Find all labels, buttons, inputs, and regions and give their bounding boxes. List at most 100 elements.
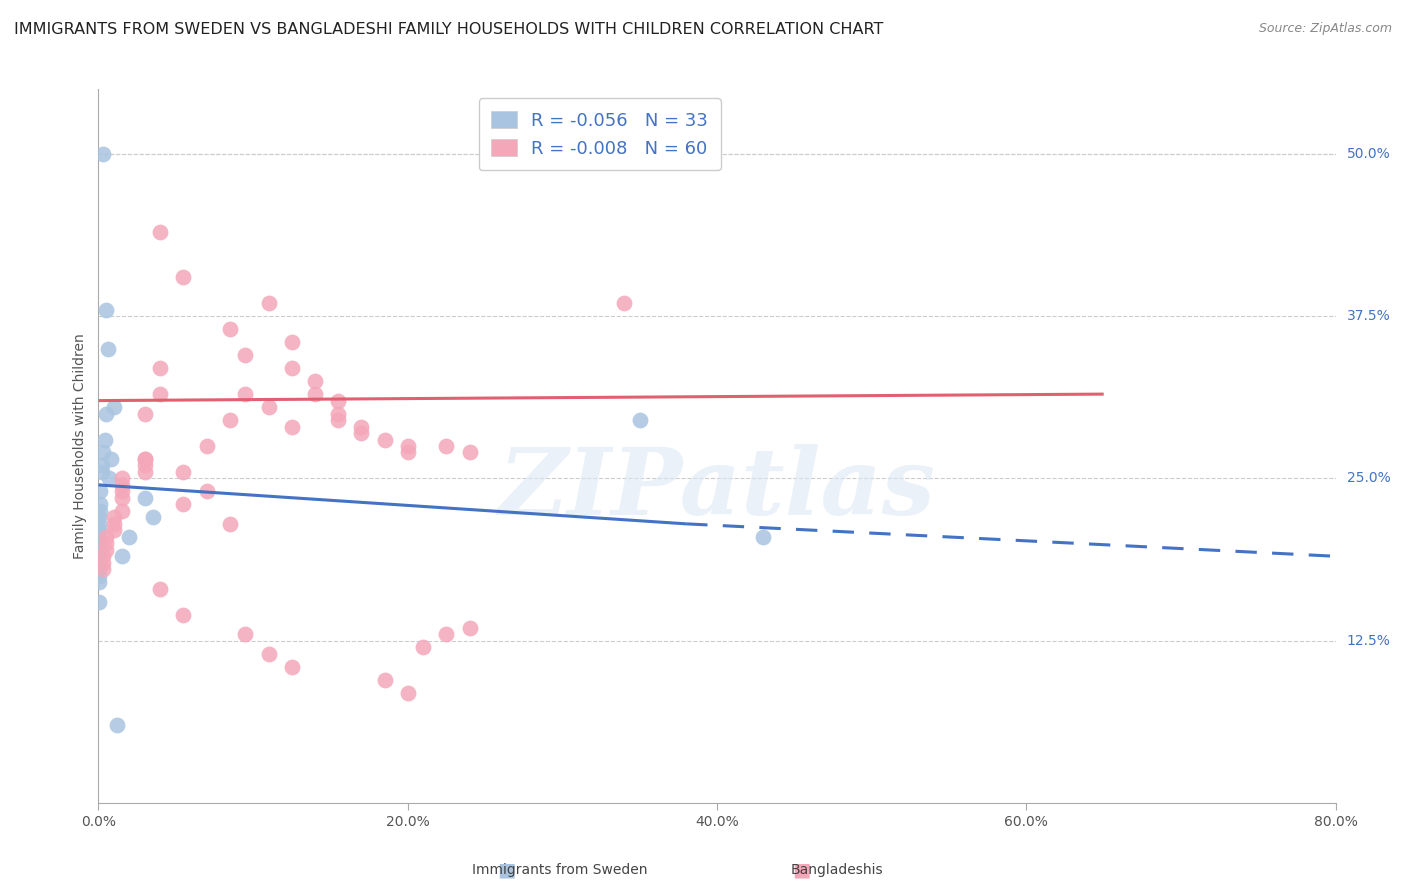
Text: ■: ■ bbox=[496, 860, 516, 880]
Point bbox=[219, 322, 242, 336]
Point bbox=[219, 413, 242, 427]
Point bbox=[350, 419, 373, 434]
Point bbox=[134, 452, 156, 467]
Point bbox=[458, 621, 481, 635]
Point bbox=[195, 439, 218, 453]
Point bbox=[111, 484, 132, 499]
Point bbox=[436, 627, 458, 641]
Point bbox=[111, 549, 132, 564]
Point bbox=[149, 582, 172, 596]
Point bbox=[235, 348, 257, 362]
Point bbox=[89, 504, 111, 518]
Point bbox=[326, 413, 350, 427]
Point bbox=[172, 607, 194, 622]
Point bbox=[396, 439, 419, 453]
Text: Immigrants from Sweden: Immigrants from Sweden bbox=[472, 863, 647, 877]
Point bbox=[111, 504, 132, 518]
Point bbox=[134, 465, 156, 479]
Point bbox=[613, 296, 636, 310]
Point bbox=[91, 549, 114, 564]
Point bbox=[89, 568, 111, 582]
Point bbox=[396, 445, 419, 459]
Point bbox=[89, 516, 111, 531]
Point bbox=[91, 562, 114, 576]
Point bbox=[149, 361, 172, 376]
Point bbox=[281, 659, 304, 673]
Point bbox=[89, 549, 111, 564]
Point bbox=[374, 673, 396, 687]
Point bbox=[134, 452, 156, 467]
Point bbox=[96, 530, 118, 544]
Point bbox=[89, 536, 111, 550]
Point bbox=[134, 458, 156, 473]
Point bbox=[195, 484, 218, 499]
Point bbox=[436, 439, 458, 453]
Point bbox=[118, 530, 141, 544]
Point bbox=[93, 433, 115, 447]
Point bbox=[219, 516, 242, 531]
Point bbox=[89, 542, 111, 557]
Point bbox=[304, 374, 326, 388]
Text: ■: ■ bbox=[792, 860, 811, 880]
Point bbox=[111, 491, 132, 505]
Point bbox=[89, 484, 111, 499]
Point bbox=[100, 452, 122, 467]
Point bbox=[374, 433, 396, 447]
Point bbox=[97, 342, 120, 356]
Point bbox=[89, 497, 111, 511]
Point bbox=[326, 407, 350, 421]
Point bbox=[103, 400, 125, 414]
Point bbox=[96, 542, 118, 557]
Point bbox=[103, 524, 125, 538]
Point bbox=[89, 595, 111, 609]
Point bbox=[752, 530, 775, 544]
Point bbox=[134, 407, 156, 421]
Point bbox=[304, 387, 326, 401]
Point bbox=[91, 556, 114, 570]
Point bbox=[111, 478, 132, 492]
Text: 37.5%: 37.5% bbox=[1347, 310, 1391, 323]
Point bbox=[89, 556, 111, 570]
Point bbox=[103, 510, 125, 524]
Point bbox=[111, 471, 132, 485]
Text: ZIPatlas: ZIPatlas bbox=[499, 444, 935, 533]
Point bbox=[257, 400, 280, 414]
Point bbox=[458, 445, 481, 459]
Point bbox=[134, 491, 156, 505]
Text: Bangladeshis: Bangladeshis bbox=[790, 863, 883, 877]
Point bbox=[89, 530, 111, 544]
Point bbox=[103, 516, 125, 531]
Point bbox=[105, 718, 128, 732]
Point bbox=[281, 335, 304, 350]
Point bbox=[89, 562, 111, 576]
Point bbox=[281, 361, 304, 376]
Point bbox=[89, 510, 111, 524]
Legend: R = -0.056   N = 33, R = -0.008   N = 60: R = -0.056 N = 33, R = -0.008 N = 60 bbox=[478, 98, 720, 170]
Point bbox=[90, 465, 112, 479]
Point bbox=[628, 413, 651, 427]
Text: 12.5%: 12.5% bbox=[1347, 633, 1391, 648]
Point bbox=[235, 627, 257, 641]
Point bbox=[257, 296, 280, 310]
Point bbox=[257, 647, 280, 661]
Point bbox=[326, 393, 350, 408]
Text: 50.0%: 50.0% bbox=[1347, 147, 1391, 161]
Point bbox=[235, 387, 257, 401]
Point bbox=[96, 407, 118, 421]
Point bbox=[350, 425, 373, 440]
Point bbox=[281, 419, 304, 434]
Point bbox=[172, 465, 194, 479]
Point bbox=[91, 445, 114, 459]
Point bbox=[98, 471, 121, 485]
Point bbox=[172, 270, 194, 285]
Point bbox=[91, 147, 114, 161]
Point bbox=[89, 575, 111, 590]
Point bbox=[396, 685, 419, 699]
Point bbox=[172, 497, 194, 511]
Point bbox=[141, 510, 165, 524]
Y-axis label: Family Households with Children: Family Households with Children bbox=[73, 333, 87, 559]
Point bbox=[96, 536, 118, 550]
Point bbox=[412, 640, 434, 654]
Text: IMMIGRANTS FROM SWEDEN VS BANGLADESHI FAMILY HOUSEHOLDS WITH CHILDREN CORRELATIO: IMMIGRANTS FROM SWEDEN VS BANGLADESHI FA… bbox=[14, 22, 883, 37]
Point bbox=[149, 387, 172, 401]
